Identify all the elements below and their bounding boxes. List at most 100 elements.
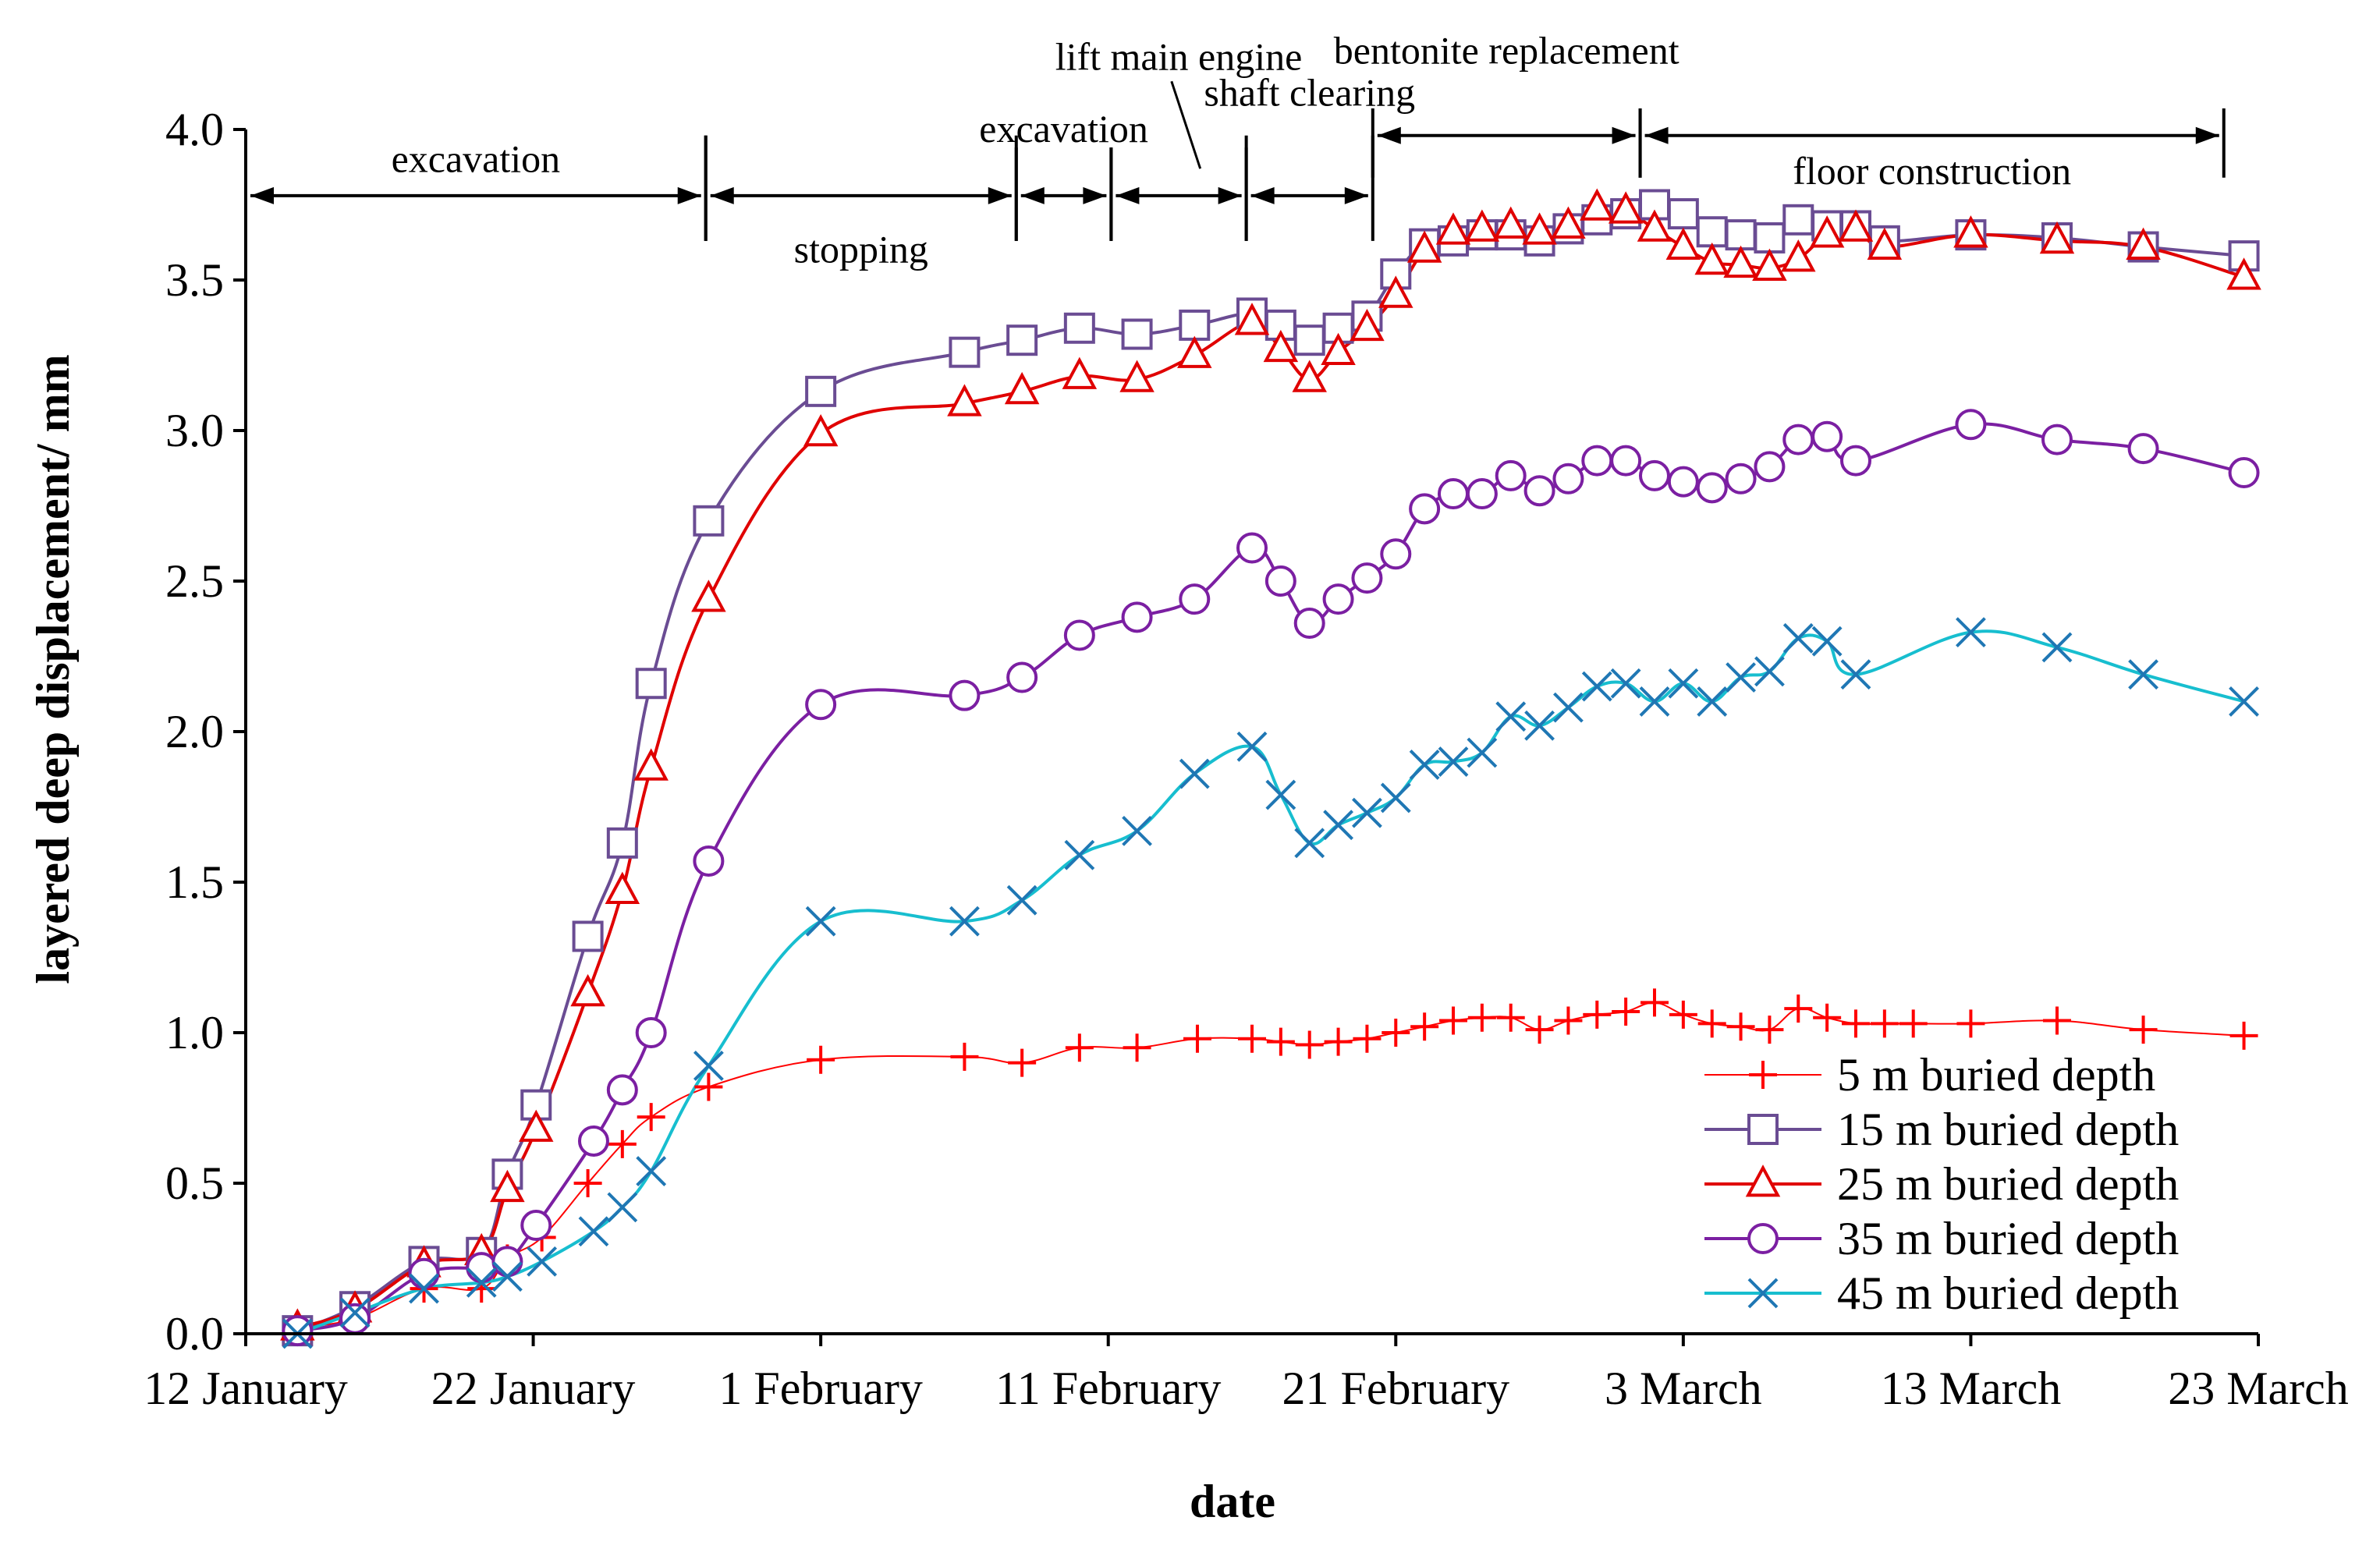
data-point xyxy=(1639,459,1670,491)
data-point xyxy=(637,1103,665,1132)
data-point xyxy=(635,1017,667,1048)
y-tick-label: 2.5 xyxy=(165,555,224,607)
y-tick-label: 3.5 xyxy=(165,254,224,306)
legend-marker xyxy=(1747,1223,1779,1254)
data-point xyxy=(1956,1009,1985,1038)
data-point xyxy=(950,1042,979,1071)
data-point xyxy=(1782,204,1814,236)
data-point xyxy=(490,1169,525,1203)
data-point xyxy=(1842,1009,1870,1038)
data-point xyxy=(1179,583,1211,615)
data-point xyxy=(1065,1033,1094,1062)
data-point xyxy=(1697,686,1728,717)
data-point xyxy=(1496,1003,1525,1032)
annotation-layer: excavation stopping excavation lift main en… xyxy=(244,29,2226,271)
data-point xyxy=(1123,1033,1151,1062)
data-point xyxy=(805,906,836,937)
data-point xyxy=(1263,329,1299,363)
legend-marker xyxy=(1747,1278,1779,1309)
data-point xyxy=(1464,209,1500,242)
data-point xyxy=(606,827,638,859)
data-point xyxy=(1177,335,1212,368)
data-point xyxy=(1781,239,1816,272)
data-point xyxy=(1610,445,1642,477)
data-point xyxy=(1637,209,1672,242)
y-tick-label: 4.0 xyxy=(165,104,224,155)
arrowhead xyxy=(1344,186,1368,204)
data-point xyxy=(1782,622,1814,654)
data-point xyxy=(1580,188,1615,221)
data-point xyxy=(1811,626,1843,657)
data-point xyxy=(1495,701,1527,732)
arrowhead xyxy=(1612,126,1636,144)
data-point xyxy=(282,1315,314,1347)
data-point xyxy=(1696,472,1728,504)
data-point xyxy=(1870,1009,1899,1038)
arrowhead xyxy=(1083,186,1107,204)
data-point xyxy=(1782,424,1814,456)
data-point xyxy=(570,973,605,1007)
data-point xyxy=(339,1297,371,1328)
data-point xyxy=(1006,661,1038,693)
data-point xyxy=(807,1045,835,1074)
data-point xyxy=(491,1261,523,1292)
data-point xyxy=(1324,1027,1353,1056)
data-point xyxy=(633,748,669,781)
x-tick-label: 1 February xyxy=(718,1363,923,1414)
data-point xyxy=(693,1051,724,1081)
data-point xyxy=(693,505,725,537)
data-point xyxy=(1524,710,1555,741)
data-point xyxy=(1438,478,1469,510)
phase-label: floor construction xyxy=(1793,149,2071,193)
data-point xyxy=(693,845,725,877)
data-point xyxy=(805,689,837,721)
arrowhead xyxy=(2195,126,2219,144)
data-point xyxy=(1612,997,1640,1026)
data-point xyxy=(949,906,980,937)
data-point xyxy=(520,1210,552,1242)
data-point xyxy=(1323,810,1353,841)
data-point xyxy=(1668,668,1699,699)
data-point xyxy=(606,1074,638,1106)
y-tick-label: 0.0 xyxy=(165,1308,224,1359)
axis-layer: 12 January 22 January 1 February 11 Februar… xyxy=(144,104,2349,1414)
data-point xyxy=(1435,212,1471,245)
leader-line xyxy=(1170,80,1202,169)
data-point xyxy=(1696,216,1728,248)
data-point xyxy=(2043,1006,2071,1035)
data-point xyxy=(1581,671,1612,702)
data-point xyxy=(1754,222,1786,253)
data-point xyxy=(1008,1048,1037,1077)
arrowhead xyxy=(250,186,274,204)
arrowhead xyxy=(1250,186,1275,204)
data-point xyxy=(1809,215,1845,248)
data-point xyxy=(2127,433,2159,465)
data-point xyxy=(1669,1000,1697,1029)
data-point xyxy=(1121,601,1153,633)
x-tick-label: 23 March xyxy=(2168,1363,2349,1414)
legend-marker xyxy=(1749,1061,1777,1089)
data-point xyxy=(1264,565,1296,597)
phase-label: bentonite replacement xyxy=(1334,29,1679,73)
data-point xyxy=(1378,275,1413,308)
data-point xyxy=(1667,198,1699,230)
phase-label: excavation xyxy=(979,107,1148,151)
marker-layer xyxy=(280,188,2261,1349)
y-tick-label: 1.0 xyxy=(165,1007,224,1058)
data-point xyxy=(1725,463,1757,495)
data-point xyxy=(1122,815,1152,846)
data-point xyxy=(1409,750,1440,780)
data-point xyxy=(1523,475,1555,507)
data-point xyxy=(409,1273,439,1304)
x-axis-title: date xyxy=(1190,1476,1275,1527)
data-point xyxy=(2229,686,2259,717)
legend-label: 15 m buried depth xyxy=(1837,1104,2179,1155)
arrowhead xyxy=(710,186,734,204)
data-point xyxy=(339,1303,371,1335)
data-point xyxy=(1955,409,1987,441)
legend-label: 5 m buried depth xyxy=(1837,1049,2155,1101)
data-point xyxy=(527,1246,558,1277)
y-tick-label: 3.0 xyxy=(165,405,224,456)
y-tick-label: 2.0 xyxy=(165,706,224,757)
data-point xyxy=(1725,219,1757,251)
